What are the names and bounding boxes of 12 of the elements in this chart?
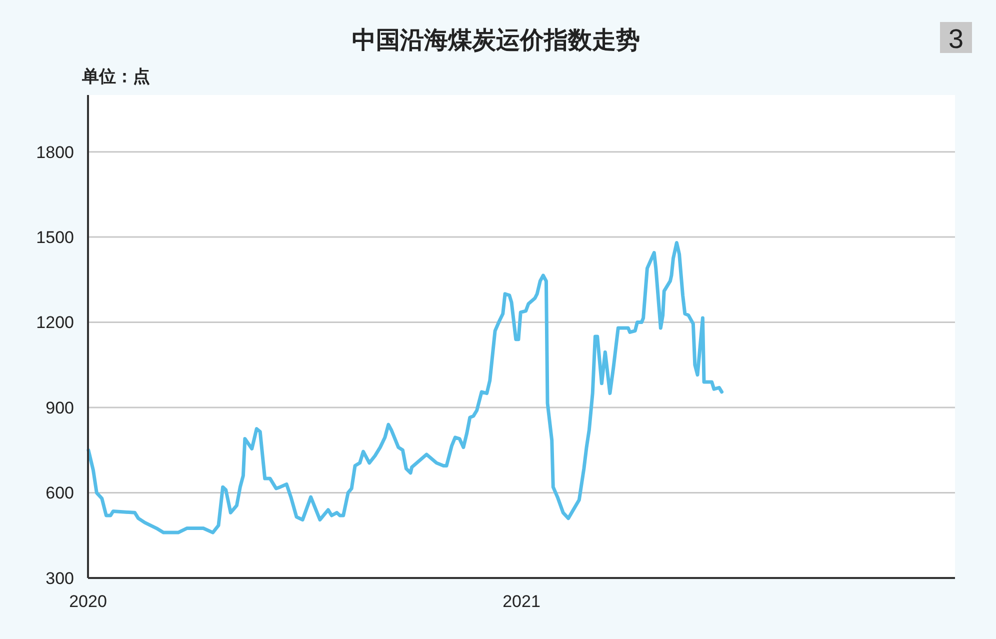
y-tick-label: 900 [46,398,74,418]
y-tick-label: 1200 [36,313,74,332]
y-tick-label: 300 [46,568,74,588]
y-tick-label: 1800 [36,142,74,162]
y-tick-label: 600 [46,484,74,503]
y-tick-label: 1500 [36,228,74,248]
chart-title: 中国沿海煤炭运价指数走势 [352,27,640,54]
x-tick-label: 2020 [69,592,107,611]
y-axis-title: 单位：点 [81,67,150,86]
line-series [86,240,724,534]
x-tick-label: 2021 [502,592,540,611]
number-badge: 3 [940,22,972,54]
